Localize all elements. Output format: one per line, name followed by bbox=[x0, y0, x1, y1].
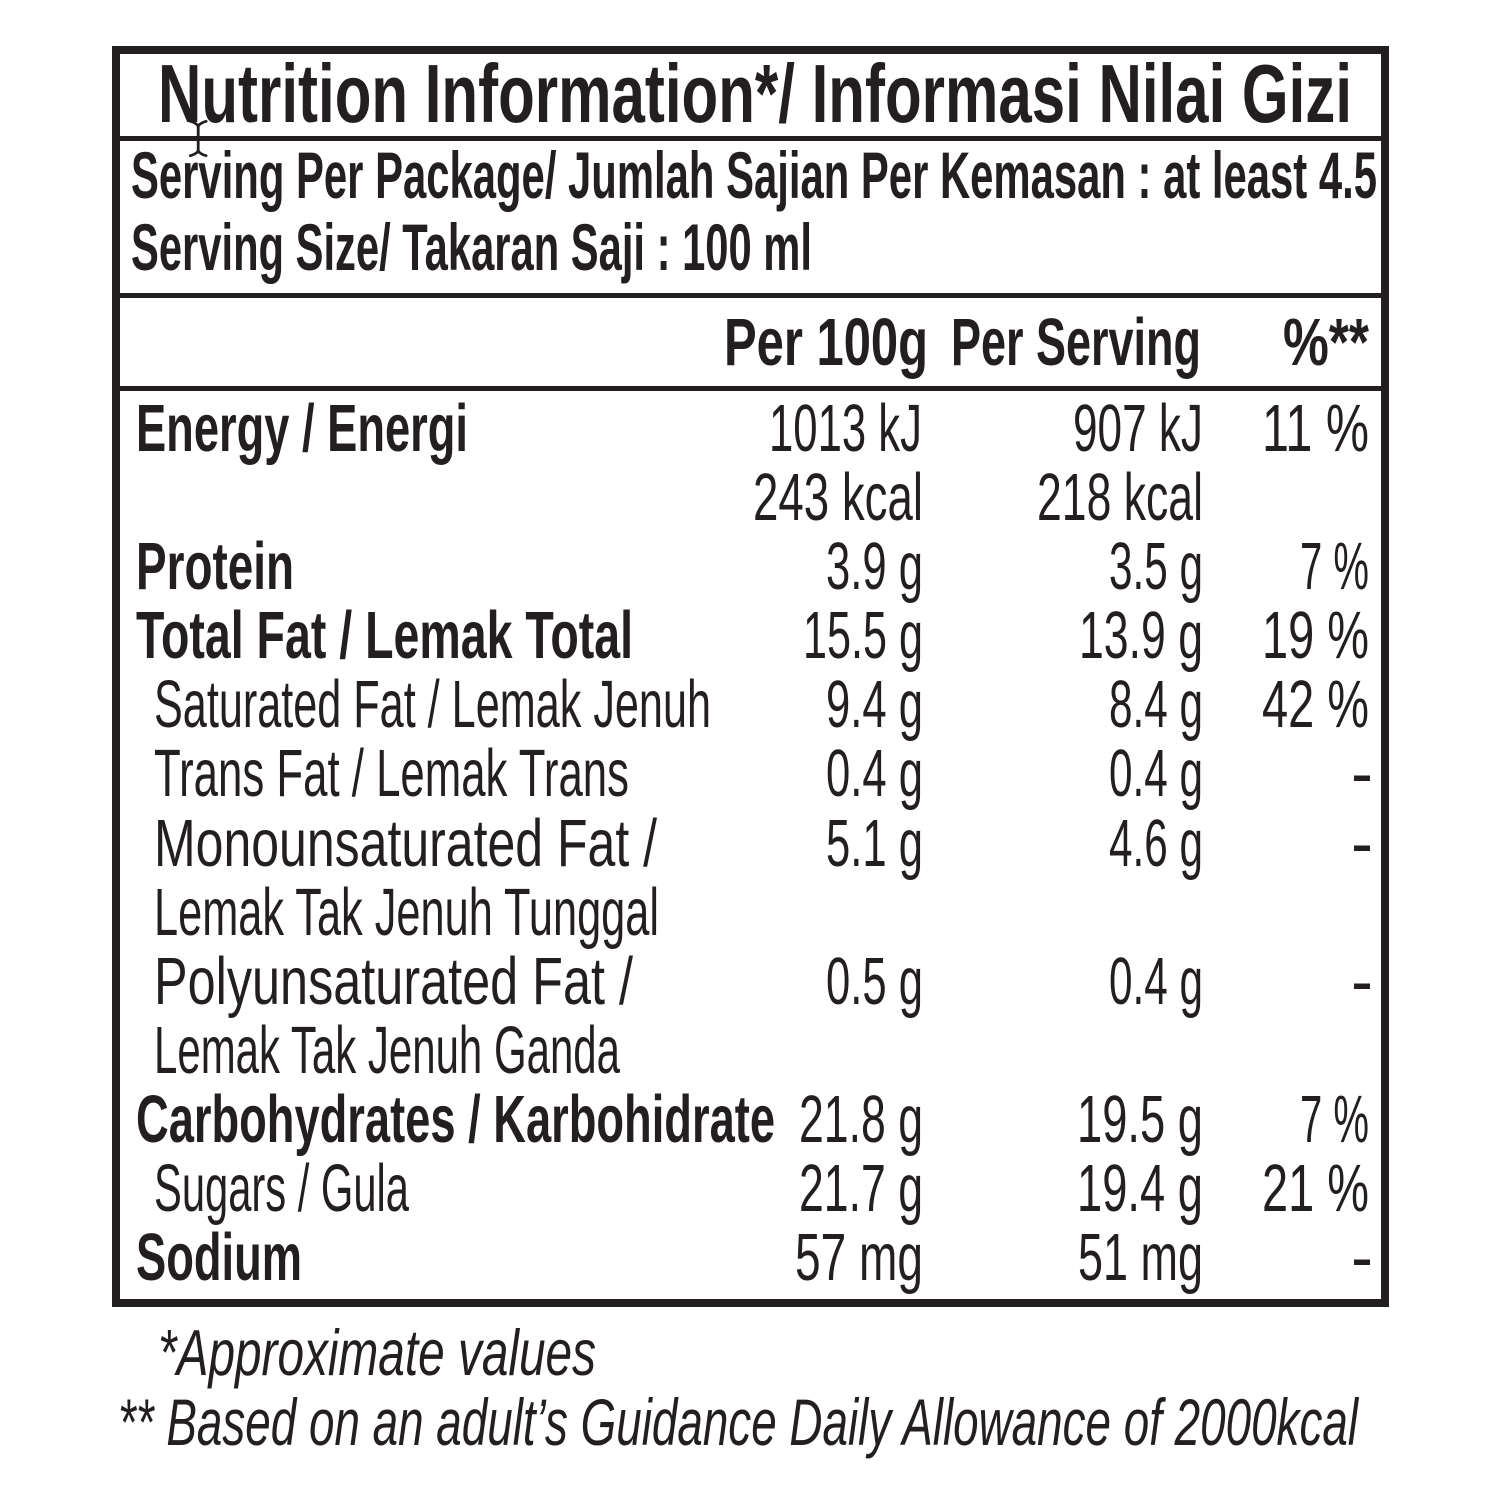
svg-text:5.1 g: 5.1 g bbox=[826, 806, 923, 881]
svg-text:Carbohydrates / Karbohidrate: Carbohydrates / Karbohidrate bbox=[136, 1082, 775, 1157]
svg-text:21.8 g: 21.8 g bbox=[799, 1082, 923, 1157]
svg-text:11 %: 11 % bbox=[1262, 391, 1369, 466]
svg-text:Serving Size/ Takaran Saji : 1: Serving Size/ Takaran Saji : 100 ml bbox=[131, 210, 812, 284]
svg-text:0.5 g: 0.5 g bbox=[826, 944, 923, 1019]
svg-text:Monounsaturated Fat /: Monounsaturated Fat / bbox=[154, 806, 657, 881]
svg-text:1013 kJ: 1013 kJ bbox=[769, 391, 922, 466]
svg-text:42 %: 42 % bbox=[1262, 667, 1369, 742]
svg-text:19.4 g: 19.4 g bbox=[1077, 1151, 1203, 1226]
svg-text:57 mg: 57 mg bbox=[795, 1220, 923, 1295]
svg-text:907 kJ: 907 kJ bbox=[1073, 391, 1203, 466]
svg-text:Saturated Fat / Lemak Jenuh: Saturated Fat / Lemak Jenuh bbox=[154, 667, 711, 742]
svg-text:3.5 g: 3.5 g bbox=[1109, 529, 1203, 604]
svg-text:*Approximate values: *Approximate values bbox=[158, 1316, 596, 1389]
svg-text:8.4 g: 8.4 g bbox=[1109, 667, 1203, 742]
svg-text:0.4 g: 0.4 g bbox=[1109, 944, 1203, 1019]
svg-text:Protein: Protein bbox=[136, 529, 294, 604]
svg-text:0.4 g: 0.4 g bbox=[1109, 736, 1203, 811]
svg-text:Lemak Tak Jenuh Tunggal: Lemak Tak Jenuh Tunggal bbox=[154, 875, 659, 950]
svg-text:Sugars / Gula: Sugars / Gula bbox=[154, 1151, 409, 1226]
svg-text:7 %: 7 % bbox=[1300, 529, 1369, 604]
svg-text:21.7 g: 21.7 g bbox=[799, 1151, 923, 1226]
svg-text:218 kcal: 218 kcal bbox=[1037, 460, 1203, 535]
svg-text:Nutrition Information*/ Inform: Nutrition Information*/ Informasi Nilai … bbox=[158, 47, 1352, 140]
svg-text:Serving Per Package/ Jumlah Sa: Serving Per Package/ Jumlah Sajian Per K… bbox=[131, 138, 1377, 212]
svg-text:Trans Fat / Lemak Trans: Trans Fat / Lemak Trans bbox=[154, 736, 629, 811]
svg-text:13.9 g: 13.9 g bbox=[1079, 598, 1203, 673]
svg-text:Energy / Energi: Energy / Energi bbox=[136, 391, 468, 466]
svg-text:4.6 g: 4.6 g bbox=[1109, 806, 1203, 881]
svg-text:19.5 g: 19.5 g bbox=[1077, 1082, 1203, 1157]
svg-text:3.9 g: 3.9 g bbox=[826, 529, 923, 604]
svg-text:51 mg: 51 mg bbox=[1078, 1220, 1203, 1295]
svg-text:243 kcal: 243 kcal bbox=[753, 460, 923, 535]
svg-text:9.4 g: 9.4 g bbox=[826, 667, 923, 742]
svg-text:19 %: 19 % bbox=[1262, 598, 1369, 673]
svg-text:%**: %** bbox=[1283, 305, 1370, 380]
svg-text:7 %: 7 % bbox=[1300, 1082, 1369, 1157]
svg-text:15.5 g: 15.5 g bbox=[803, 598, 923, 673]
svg-text:21 %: 21 % bbox=[1262, 1151, 1369, 1226]
svg-text:Total Fat / Lemak Total: Total Fat / Lemak Total bbox=[136, 598, 633, 673]
svg-text:Per 100g: Per 100g bbox=[724, 305, 928, 380]
svg-text:0.4 g: 0.4 g bbox=[826, 736, 923, 811]
svg-text:Lemak Tak Jenuh Ganda: Lemak Tak Jenuh Ganda bbox=[154, 1013, 620, 1088]
svg-text:Polyunsaturated Fat /: Polyunsaturated Fat / bbox=[154, 944, 633, 1019]
svg-text:Sodium: Sodium bbox=[136, 1220, 302, 1295]
svg-text:Per Serving: Per Serving bbox=[951, 305, 1201, 380]
svg-text:** Based on an adult’s Guidanc: ** Based on an adult’s Guidance Daily Al… bbox=[118, 1385, 1360, 1459]
